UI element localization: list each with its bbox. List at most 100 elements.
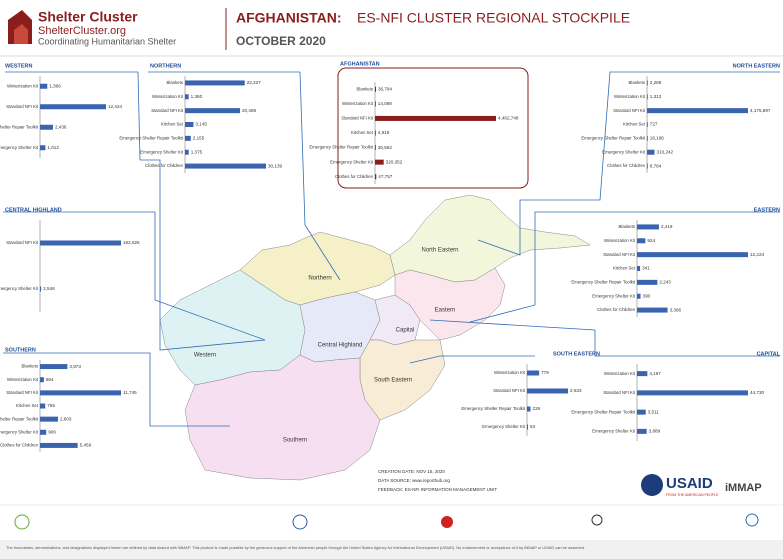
org-tagline: Coordinating Humanitarian Shelter xyxy=(38,36,176,46)
panel: SOUTH EASTERN Winterization Kit 779 Standar… xyxy=(461,351,600,436)
value-label: 2,603 xyxy=(60,416,72,421)
bar xyxy=(647,80,648,86)
item-label: Standard NFI Kit xyxy=(341,116,374,121)
value-label: 1,312 xyxy=(650,94,662,99)
item-label: Kitchen Set xyxy=(161,122,184,127)
connector xyxy=(469,211,780,323)
panel-title: NORTH EASTERN xyxy=(733,63,780,69)
region-label: Central Highland xyxy=(318,343,363,349)
value-label: 727 xyxy=(650,122,658,127)
connectors xyxy=(3,71,780,427)
item-label: Standard NFI Kit xyxy=(6,240,39,245)
value-label: 3,973 xyxy=(69,364,81,369)
value-label: 564 xyxy=(46,377,54,382)
item-label: Emergency Shelter Kit xyxy=(602,149,646,154)
item-label: Emergency Shelter Repair Toolkit xyxy=(581,135,645,140)
bar xyxy=(185,80,245,86)
bar xyxy=(637,293,641,299)
item-label: Blankets xyxy=(629,80,645,85)
item-label: Winterization Kit xyxy=(7,83,39,88)
connector xyxy=(148,71,341,281)
bar xyxy=(647,135,648,141)
panel: CAPITAL Winterization Kit 4,167 Standard NF… xyxy=(571,351,781,441)
panel-title: SOUTH EASTERN xyxy=(553,351,600,357)
item-label: Emergency Shelter Repair Toolkit xyxy=(0,124,39,129)
item-label: Winterization Kit xyxy=(494,370,526,375)
panel: SOUTHERN Blankets 3,973 Winterization Kit 56… xyxy=(0,347,137,452)
item-label: Emergency Shelter Repair Toolkit xyxy=(461,406,525,411)
item-label: Emergency Shelter Repair Toolkit xyxy=(0,416,39,421)
bar xyxy=(40,104,106,110)
value-label: 2,243 xyxy=(659,280,671,285)
value-label: 2,286 xyxy=(650,80,662,85)
value-label: 47,757 xyxy=(378,174,392,179)
item-label: Blankets xyxy=(22,364,38,369)
item-label: Emergency Shelter Kit xyxy=(0,145,39,150)
value-label: 8,784 xyxy=(650,163,662,168)
item-label: Blankets xyxy=(167,80,183,85)
region-label: Eastern xyxy=(435,308,456,314)
bar xyxy=(637,428,647,434)
bar xyxy=(40,390,121,396)
item-label: Emergency Shelter Kit xyxy=(592,293,636,298)
bar xyxy=(185,149,189,155)
region-label: Western xyxy=(194,353,216,359)
logo-icon xyxy=(14,24,28,44)
bar xyxy=(185,108,241,114)
value-label: 3,145 xyxy=(195,122,207,127)
bar xyxy=(527,370,540,376)
value-label: 4,918 xyxy=(378,130,390,135)
item-label: Clothes for Children xyxy=(0,443,39,448)
value-label: 36,794 xyxy=(378,87,392,92)
bar xyxy=(185,94,189,100)
bar xyxy=(637,224,659,230)
panel: EASTERN Blankets 2,419 Winterization Kit 924… xyxy=(571,207,780,317)
credit: FEEDBACK: ES-NFI INFORMATION MANAGEMENT … xyxy=(378,487,497,492)
bar xyxy=(637,307,668,313)
bar xyxy=(40,286,42,292)
value-label: 1,366 xyxy=(49,83,61,88)
title-rest: ES-NFI CLUSTER REGIONAL STOCKPILE xyxy=(357,10,630,26)
title-country: AFGHANISTAN: xyxy=(236,10,342,26)
connector xyxy=(3,211,266,341)
item-label: Winterization Kit xyxy=(7,377,39,382)
value-label: 3,889 xyxy=(649,429,661,434)
item-label: Emergency Shelter Kit xyxy=(330,159,374,164)
panel: AFGHANISTAN Blankets 36,794 Winterization K… xyxy=(309,61,529,189)
value-label: 390 xyxy=(643,293,651,298)
panel: NORTH EASTERN Blankets 2,286 Winterization … xyxy=(581,63,780,173)
usaid-sub: FROM THE AMERICAN PEOPLE xyxy=(666,493,719,497)
value-label: 4,462,748 xyxy=(498,116,519,121)
bar xyxy=(637,266,641,271)
item-label: Clothes for Children xyxy=(597,307,636,312)
bar xyxy=(40,364,68,370)
bar xyxy=(40,83,48,89)
item-label: Kitchen Set xyxy=(623,122,646,127)
item-label: Emergency Shelter Kit xyxy=(0,286,39,291)
connector xyxy=(429,319,780,357)
item-label: Winterization Kit xyxy=(152,94,184,99)
partner-logo xyxy=(591,514,603,526)
bar xyxy=(637,390,748,396)
usaid-seal xyxy=(641,474,663,496)
item-label: Blankets xyxy=(357,86,373,91)
panel-title: CAPITAL xyxy=(757,351,781,357)
bar xyxy=(40,416,58,422)
item-label: Standard NFI Kit xyxy=(603,252,636,257)
value-label: 755 xyxy=(47,403,55,408)
bar xyxy=(637,371,648,377)
panel-title: NORTHERN xyxy=(150,63,181,69)
credit: DATA SOURCE: www.reporthub.org xyxy=(378,478,450,483)
bar xyxy=(637,252,748,258)
bar xyxy=(185,122,194,127)
item-label: Kitchen Set xyxy=(613,266,636,271)
value-label: 12,424 xyxy=(108,104,122,109)
partner-logo xyxy=(745,513,759,527)
item-label: Winterization Kit xyxy=(614,94,646,99)
value-label: 11,745 xyxy=(123,390,137,395)
value-label: 226 xyxy=(533,406,541,411)
panel-title: AFGHANISTAN xyxy=(340,61,380,67)
item-label: Winterization Kit xyxy=(342,101,374,106)
value-label: 320,352 xyxy=(386,159,403,164)
